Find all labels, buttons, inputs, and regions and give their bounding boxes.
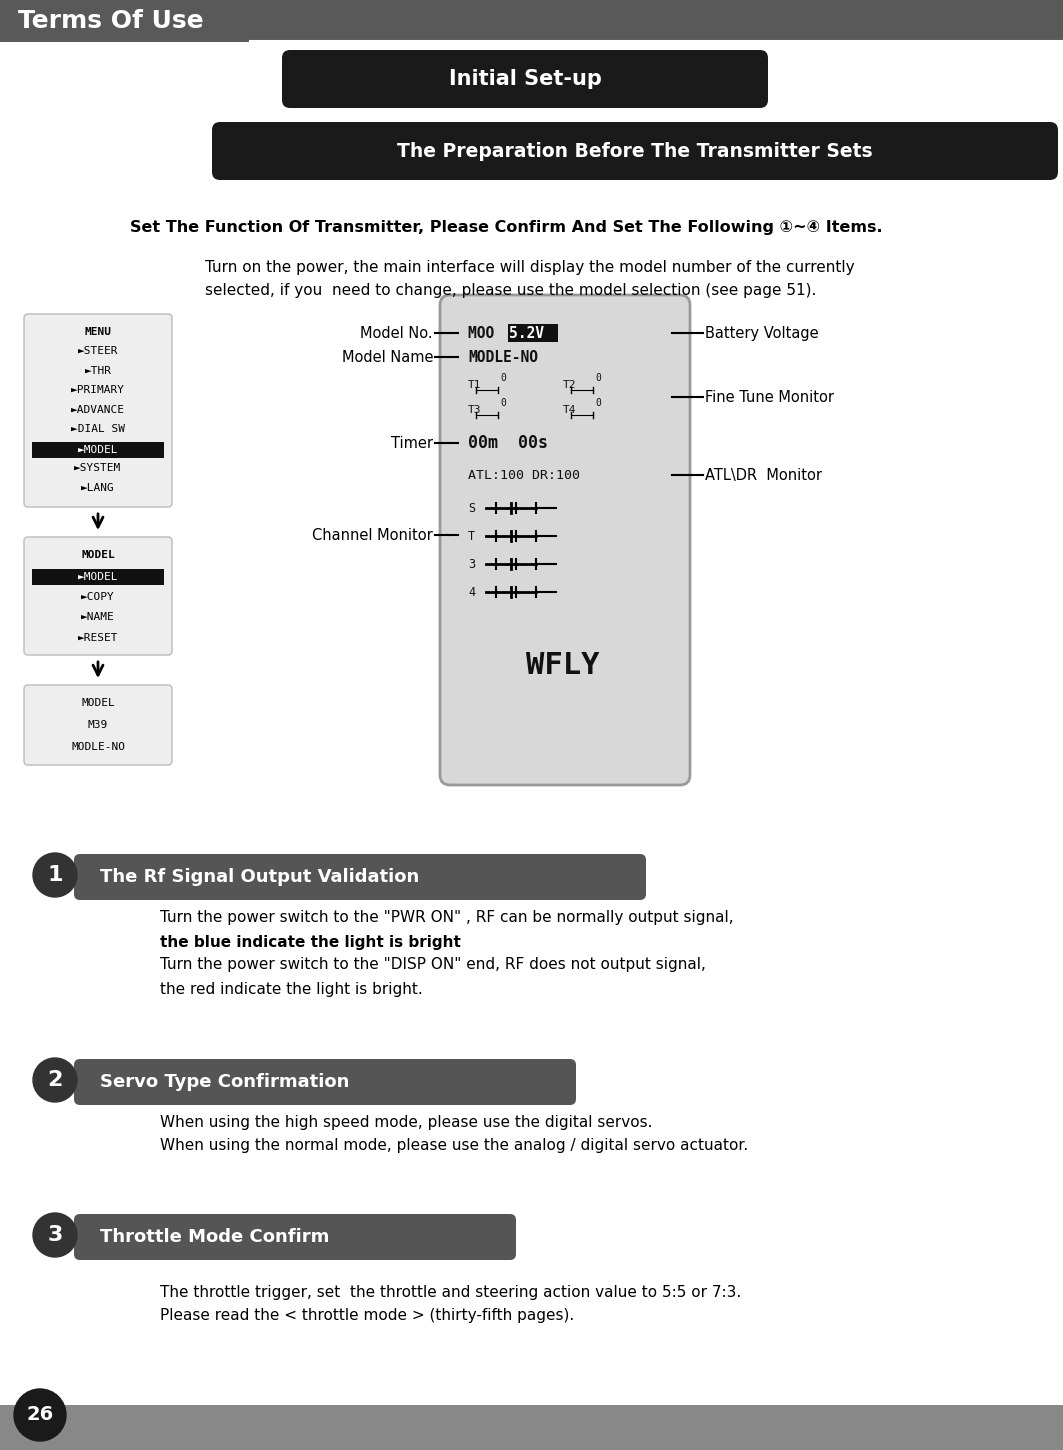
Text: When using the high speed mode, please use the digital servos.: When using the high speed mode, please u…	[161, 1115, 653, 1130]
Text: Timer: Timer	[391, 435, 433, 451]
Text: ►SYSTEM: ►SYSTEM	[74, 464, 121, 473]
Text: 00m  00s: 00m 00s	[468, 434, 549, 452]
Text: WFLY: WFLY	[526, 651, 600, 680]
Text: ►NAME: ►NAME	[81, 612, 115, 622]
Text: The Preparation Before The Transmitter Sets: The Preparation Before The Transmitter S…	[398, 142, 873, 161]
Text: 3: 3	[48, 1225, 63, 1246]
Text: 2: 2	[48, 1070, 63, 1090]
Text: MENU: MENU	[84, 328, 112, 336]
Text: ►ADVANCE: ►ADVANCE	[71, 405, 125, 415]
Text: ►DIAL SW: ►DIAL SW	[71, 425, 125, 435]
Text: MODLE-NO: MODLE-NO	[71, 742, 125, 753]
Text: Terms Of Use: Terms Of Use	[18, 9, 204, 33]
Text: ►COPY: ►COPY	[81, 592, 115, 602]
FancyBboxPatch shape	[32, 568, 164, 584]
Circle shape	[33, 1058, 77, 1102]
Text: MOO: MOO	[468, 325, 503, 341]
Text: MODLE-NO: MODLE-NO	[468, 349, 538, 364]
Text: ►RESET: ►RESET	[78, 634, 118, 642]
Text: 0: 0	[595, 373, 601, 383]
Text: ►STEER: ►STEER	[78, 347, 118, 357]
Text: The throttle trigger, set  the throttle and steering action value to 5:5 or 7:3.: The throttle trigger, set the throttle a…	[161, 1285, 741, 1301]
Text: Channel Monitor: Channel Monitor	[313, 528, 433, 542]
Text: ►LANG: ►LANG	[81, 483, 115, 493]
Text: Throttle Mode Confirm: Throttle Mode Confirm	[100, 1228, 330, 1246]
Text: selected, if you  need to change, please use the model selection (see page 51).: selected, if you need to change, please …	[205, 283, 816, 299]
Circle shape	[33, 853, 77, 898]
Text: 4: 4	[468, 586, 475, 599]
Text: Battery Voltage: Battery Voltage	[705, 325, 819, 341]
Text: ATL:100 DR:100: ATL:100 DR:100	[468, 468, 580, 481]
FancyBboxPatch shape	[440, 294, 690, 784]
FancyBboxPatch shape	[74, 1214, 516, 1260]
Text: T3: T3	[468, 405, 482, 415]
Text: When using the normal mode, please use the analog / digital servo actuator.: When using the normal mode, please use t…	[161, 1138, 748, 1153]
Text: ►PRIMARY: ►PRIMARY	[71, 386, 125, 396]
Text: ►MODEL: ►MODEL	[78, 445, 118, 455]
Circle shape	[33, 1214, 77, 1257]
Text: Set The Function Of Transmitter, Please Confirm And Set The Following ①~④ Items.: Set The Function Of Transmitter, Please …	[130, 220, 882, 235]
Text: Initial Set-up: Initial Set-up	[449, 70, 602, 88]
FancyBboxPatch shape	[24, 684, 172, 766]
Text: MODEL: MODEL	[81, 697, 115, 708]
Text: ►MODEL: ►MODEL	[78, 571, 118, 581]
Text: the red indicate the light is bright.: the red indicate the light is bright.	[161, 982, 423, 998]
FancyBboxPatch shape	[282, 49, 767, 107]
Text: ATL\DR  Monitor: ATL\DR Monitor	[705, 467, 822, 483]
FancyBboxPatch shape	[212, 122, 1058, 180]
Text: Model No.: Model No.	[360, 325, 433, 341]
Text: MODEL: MODEL	[81, 550, 115, 560]
FancyBboxPatch shape	[74, 1058, 576, 1105]
Text: T2: T2	[563, 380, 576, 390]
Text: 0: 0	[500, 373, 506, 383]
Text: Please read the < throttle mode > (thirty-fifth pages).: Please read the < throttle mode > (thirt…	[161, 1308, 574, 1322]
Text: M39: M39	[88, 721, 108, 729]
Text: S: S	[468, 502, 475, 515]
Text: Turn on the power, the main interface will display the model number of the curre: Turn on the power, the main interface wi…	[205, 260, 855, 276]
Text: Turn the power switch to the "PWR ON" , RF can be normally output signal,: Turn the power switch to the "PWR ON" , …	[161, 911, 733, 925]
Text: Model Name: Model Name	[341, 349, 433, 364]
Text: T: T	[468, 529, 475, 542]
FancyBboxPatch shape	[32, 442, 164, 458]
FancyBboxPatch shape	[24, 536, 172, 655]
Text: The Rf Signal Output Validation: The Rf Signal Output Validation	[100, 869, 419, 886]
Circle shape	[14, 1389, 66, 1441]
Text: 1: 1	[47, 866, 63, 884]
Text: Turn the power switch to the "DISP ON" end, RF does not output signal,: Turn the power switch to the "DISP ON" e…	[161, 957, 706, 972]
Text: ►THR: ►THR	[84, 365, 112, 376]
FancyBboxPatch shape	[24, 315, 172, 507]
Text: 5.2V: 5.2V	[509, 325, 544, 341]
FancyBboxPatch shape	[0, 1405, 1063, 1450]
Text: the blue indicate the light is bright: the blue indicate the light is bright	[161, 935, 461, 950]
FancyBboxPatch shape	[74, 854, 646, 900]
Text: T1: T1	[468, 380, 482, 390]
Text: Fine Tune Monitor: Fine Tune Monitor	[705, 390, 834, 405]
Text: Servo Type Confirmation: Servo Type Confirmation	[100, 1073, 350, 1090]
Text: 26: 26	[27, 1405, 53, 1424]
FancyBboxPatch shape	[0, 0, 1063, 42]
Text: 3: 3	[468, 557, 475, 570]
Text: 0: 0	[500, 397, 506, 407]
Text: T4: T4	[563, 405, 576, 415]
FancyBboxPatch shape	[508, 323, 558, 342]
Text: 0: 0	[595, 397, 601, 407]
